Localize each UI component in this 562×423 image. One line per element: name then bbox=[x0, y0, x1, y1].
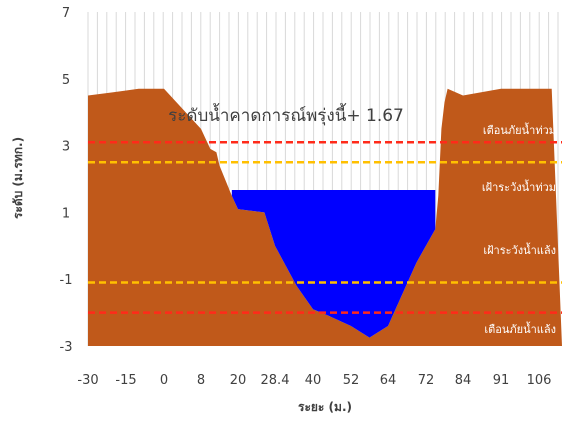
y-tick-label: 5 bbox=[62, 73, 70, 88]
x-tick-label: 40 bbox=[305, 373, 322, 388]
x-tick-label: 84 bbox=[455, 373, 472, 388]
water-area bbox=[231, 190, 436, 338]
threshold-label: เฝ้าระวังน้ำแล้ง bbox=[483, 242, 556, 257]
y-tick-label: 3 bbox=[62, 140, 70, 155]
threshold-labels: เตือนภัยน้ำท่วมเฝ้าระวังน้ำท่วมเฝ้าระวัง… bbox=[482, 122, 556, 336]
x-tick-label: -30 bbox=[77, 373, 98, 388]
x-tick-label: 52 bbox=[343, 373, 360, 388]
x-tick-label: 28.4 bbox=[261, 373, 290, 388]
x-tick-label: 64 bbox=[380, 373, 397, 388]
x-axis-label: ระยะ (ม.) bbox=[298, 400, 352, 414]
x-tick-label: -15 bbox=[115, 373, 136, 388]
threshold-label: เฝ้าระวังน้ำท่วม bbox=[482, 179, 556, 194]
water-layer bbox=[231, 190, 436, 338]
y-tick-label: -3 bbox=[60, 340, 73, 355]
x-axis-ticks: -30 -15 0 8 20 28.4 40 52 64 72 84 91 106 bbox=[77, 373, 551, 388]
threshold-label: เตือนภัยน้ำแล้ง bbox=[484, 321, 556, 336]
y-tick-label: 7 bbox=[62, 6, 70, 21]
y-axis-ticks: 7 5 3 1 -1 -3 bbox=[60, 6, 73, 355]
y-tick-label: 1 bbox=[62, 206, 70, 221]
x-tick-label: 91 bbox=[493, 373, 510, 388]
x-tick-label: 8 bbox=[197, 373, 205, 388]
y-axis-label: ระดับ (ม.รทก.) bbox=[11, 137, 25, 219]
threshold-label: เตือนภัยน้ำท่วม bbox=[483, 122, 556, 137]
threshold-lines bbox=[88, 141, 562, 314]
y-tick-label: -1 bbox=[60, 273, 73, 288]
water-level-annotation: ระดับน้ำคาดการณ์พรุ่งนี้+ 1.67 bbox=[168, 103, 404, 126]
x-tick-label: 72 bbox=[418, 373, 435, 388]
x-tick-label: 106 bbox=[527, 373, 552, 388]
x-tick-label: 20 bbox=[230, 373, 247, 388]
x-tick-label: 0 bbox=[160, 373, 168, 388]
